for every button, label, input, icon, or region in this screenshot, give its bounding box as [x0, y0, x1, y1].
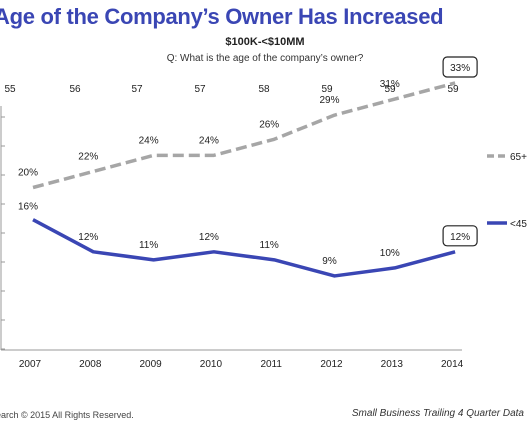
data-label: 10% — [380, 248, 400, 259]
x-tick-label: 2009 — [139, 359, 162, 370]
top-age-label: 59 — [384, 84, 396, 95]
data-label: 24% — [199, 135, 219, 146]
data-label: 12% — [78, 232, 98, 243]
x-tick-label: 2014 — [441, 359, 464, 370]
x-tick-label: 2012 — [320, 359, 343, 370]
data-label: 16% — [18, 202, 38, 213]
series-line-under-45 — [32, 218, 456, 278]
series-line-over-65 — [32, 81, 456, 190]
x-tick-label: 2013 — [381, 359, 404, 370]
legend-label: 65+ — [510, 152, 527, 163]
data-label: 9% — [322, 256, 337, 267]
top-age-label: 59 — [447, 84, 459, 95]
data-label: 20% — [18, 168, 38, 179]
source-note: Small Business Trailing 4 Quarter Data — [351, 408, 524, 419]
data-label: 12% — [199, 232, 219, 243]
top-age-label: 56 — [69, 84, 81, 95]
data-label: 29% — [319, 95, 339, 106]
data-label: 11% — [260, 240, 279, 251]
copyright-text: earch © 2015 All Rights Reserved. — [0, 410, 134, 420]
data-label: 24% — [139, 135, 159, 146]
top-age-label: 59 — [321, 84, 333, 95]
x-tick-label: 2011 — [260, 359, 282, 370]
data-label: 26% — [259, 119, 279, 130]
x-tick-label: 2008 — [79, 359, 102, 370]
top-age-label: 58 — [258, 84, 270, 95]
survey-question: Q: What is the age of the company’s owne… — [166, 53, 364, 64]
highlight-box — [442, 56, 478, 78]
x-tick-label: 2010 — [200, 359, 223, 370]
data-label: 31% — [380, 79, 400, 90]
data-label: 33% — [450, 63, 470, 74]
highlight-box — [442, 225, 478, 247]
data-label: 12% — [450, 232, 470, 243]
chart-subtitle: $100K-<$10MM — [225, 36, 305, 48]
top-age-label: 55 — [4, 84, 16, 95]
data-label: 11% — [139, 240, 158, 251]
x-tick-label: 2007 — [19, 359, 42, 370]
chart-title: Age of the Company’s Owner Has Increased — [0, 4, 444, 29]
top-age-label: 57 — [194, 84, 206, 95]
data-label: 22% — [78, 151, 98, 162]
top-age-label: 57 — [131, 84, 143, 95]
legend-label: <45 — [510, 219, 527, 230]
